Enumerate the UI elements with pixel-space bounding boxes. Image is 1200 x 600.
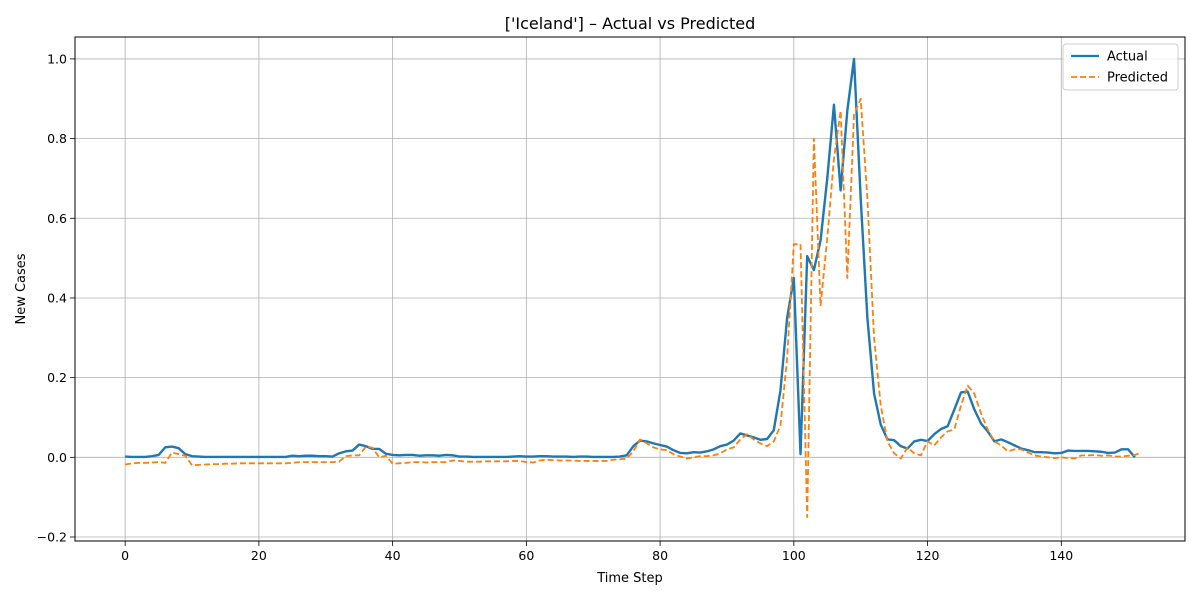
legend: Actual Predicted xyxy=(1062,43,1179,91)
legend-label-predicted: Predicted xyxy=(1107,71,1168,86)
x-axis-label: Time Step xyxy=(596,571,663,586)
y-tick-label: 0.6 xyxy=(47,211,67,226)
y-tick-label: 0.0 xyxy=(47,450,67,465)
x-tick-label: 80 xyxy=(652,548,668,563)
chart-title: ['Iceland'] – Actual vs Predicted xyxy=(505,14,756,33)
x-tick-label: 100 xyxy=(782,548,806,563)
y-tick-label: 1.0 xyxy=(47,51,67,66)
y-tick-label: 0.2 xyxy=(47,370,67,385)
series-layer xyxy=(124,57,1142,518)
x-tick-label: 20 xyxy=(251,548,267,563)
x-tick-label: 60 xyxy=(518,548,534,563)
x-tick-label: 0 xyxy=(121,548,129,563)
legend-label-actual: Actual xyxy=(1107,50,1148,65)
axes: 0 20 40 60 80 100 120 140 −0.2 0.0 0.2 0.4 0.6 0.8 1.0 xyxy=(37,51,1074,563)
y-tick-label: −0.2 xyxy=(37,530,67,545)
x-tick-label: 40 xyxy=(385,548,401,563)
y-tick-label: 0.8 xyxy=(47,131,67,146)
y-axis-label: New Cases xyxy=(14,253,29,324)
plot-frame xyxy=(74,36,1186,542)
x-tick-label: 140 xyxy=(1049,548,1073,563)
y-tick-label: 0.4 xyxy=(47,290,67,305)
series-line-predicted xyxy=(124,97,1142,518)
x-tick-label: 120 xyxy=(916,548,940,563)
